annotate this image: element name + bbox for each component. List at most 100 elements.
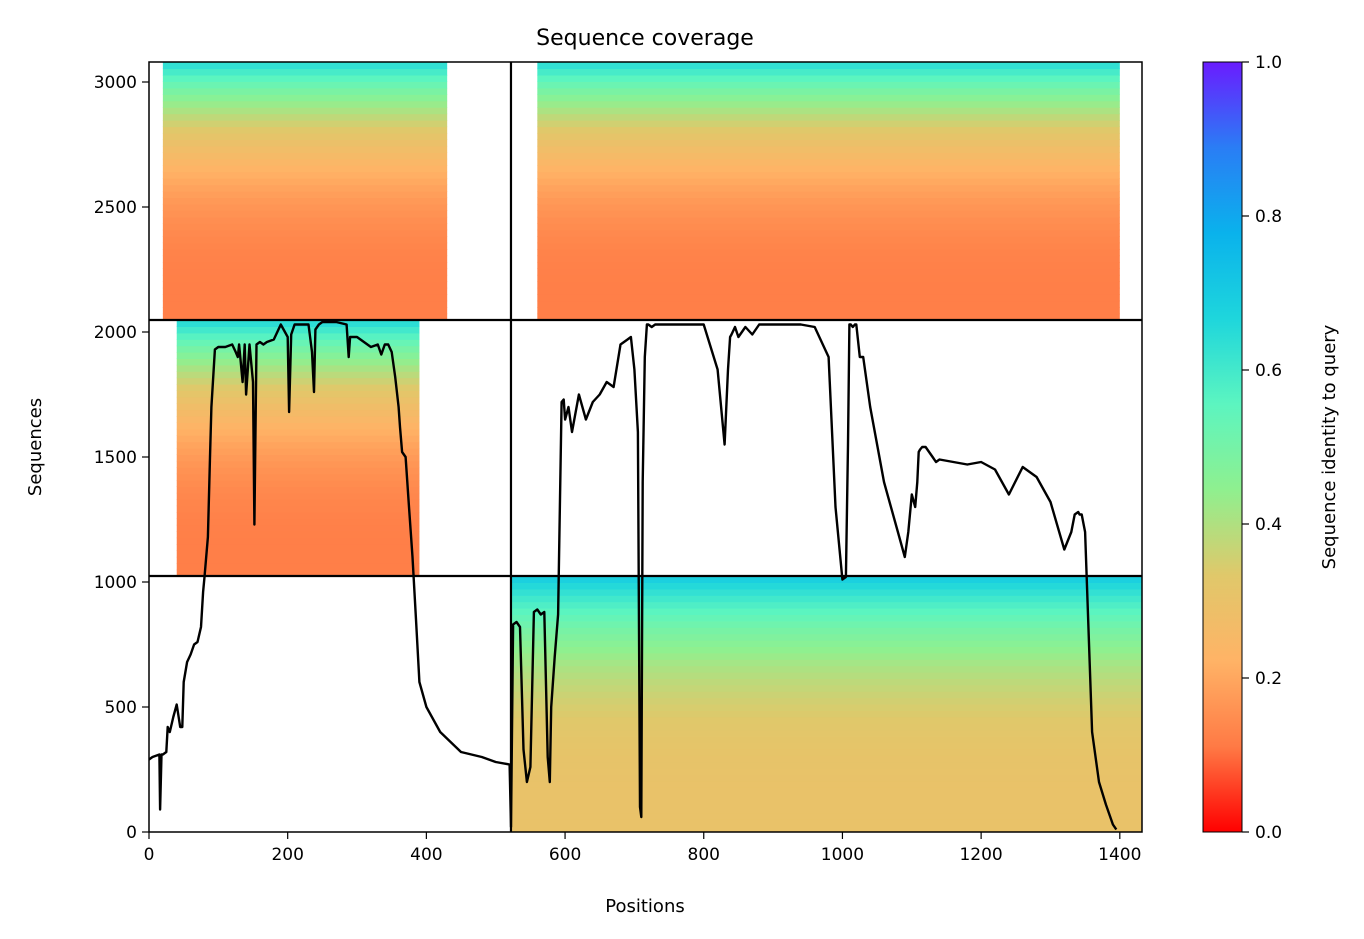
heatmap-band <box>510 704 1142 711</box>
heatmap-band <box>537 171 1120 179</box>
y-tick-label: 3000 <box>94 73 137 93</box>
heatmap-band <box>510 716 1142 724</box>
heatmap-band <box>537 107 1120 115</box>
y-tick-label: 500 <box>105 698 137 718</box>
heatmap-band <box>510 595 1142 603</box>
heatmap-band <box>537 300 1120 308</box>
heatmap-band <box>510 806 1142 814</box>
heatmap-band <box>162 100 448 108</box>
heatmap-band <box>162 94 448 102</box>
heatmap-band <box>537 74 1120 82</box>
colorbar-tick-label: 0.2 <box>1255 669 1282 689</box>
chart-title: Sequence coverage <box>536 26 754 51</box>
heatmap-band <box>176 409 420 417</box>
colorbar-tick-label: 0.6 <box>1255 361 1282 381</box>
heatmap-band <box>162 223 448 231</box>
heatmap-band <box>537 274 1120 282</box>
heatmap-band <box>537 178 1120 186</box>
heatmap-band <box>510 678 1142 686</box>
x-tick-label: 400 <box>410 845 442 865</box>
heatmap-band <box>176 454 420 462</box>
heatmap-band <box>162 178 448 186</box>
heatmap-band <box>162 87 448 95</box>
heatmap-band <box>510 608 1142 615</box>
heatmap-band <box>537 152 1120 160</box>
heatmap-band <box>162 203 448 211</box>
heatmap-band <box>537 120 1120 128</box>
heatmap-band <box>162 242 448 250</box>
heatmap-band <box>176 396 420 404</box>
heatmap-band <box>510 710 1142 718</box>
heatmap-band <box>537 307 1120 315</box>
heatmap-band <box>176 371 420 379</box>
heatmap-band <box>537 197 1120 205</box>
heatmap-band <box>510 672 1142 679</box>
heatmap-band <box>176 512 420 519</box>
heatmap-band <box>176 499 420 507</box>
heatmap-band <box>510 787 1142 795</box>
heatmap-band <box>176 326 420 334</box>
heatmap-layer <box>162 62 1142 832</box>
heatmap-band <box>537 139 1120 147</box>
heatmap-band <box>537 242 1120 250</box>
heatmap-band <box>537 81 1120 89</box>
x-tick-label: 800 <box>688 845 720 865</box>
y-tick-label: 2500 <box>94 198 137 218</box>
heatmap-band <box>176 518 420 526</box>
plot-frame <box>148 61 1143 833</box>
heatmap-band <box>510 684 1142 692</box>
heatmap-band <box>176 467 420 475</box>
heatmap-band <box>176 563 420 571</box>
heatmap-band <box>537 165 1120 173</box>
heatmap-band <box>510 614 1142 622</box>
heatmap-band <box>537 191 1120 199</box>
heatmap-band <box>162 313 448 321</box>
heatmap-band <box>537 229 1120 237</box>
heatmap-band <box>176 550 420 558</box>
heatmap-band <box>176 428 420 436</box>
heatmap-band <box>176 416 420 423</box>
heatmap-band <box>176 435 420 443</box>
colorbar <box>1202 61 1243 833</box>
heatmap-band <box>510 755 1142 763</box>
y-tick-label: 1000 <box>94 573 137 593</box>
colorbar-ticks: 0.0 0.2 0.4 0.6 0.8 1.0 <box>1242 53 1282 843</box>
y-axis-label: Sequences <box>25 398 46 496</box>
heatmap-band <box>162 68 448 76</box>
heatmap-band <box>510 582 1142 590</box>
y-tick-label: 1500 <box>94 448 137 468</box>
heatmap-band <box>162 158 448 166</box>
x-axis-ticks: 0 200 400 600 800 1000 1200 1400 <box>144 832 1141 865</box>
x-tick-label: 1000 <box>821 845 864 865</box>
heatmap-band <box>176 390 420 398</box>
heatmap-band <box>176 364 420 372</box>
heatmap-band <box>510 793 1142 801</box>
heatmap-band <box>162 261 448 269</box>
heatmap-band <box>510 576 1142 583</box>
heatmap-band <box>537 94 1120 102</box>
heatmap-band <box>176 358 420 366</box>
x-tick-label: 1400 <box>1098 845 1141 865</box>
heatmap-band <box>510 729 1142 737</box>
heatmap-band <box>176 339 420 347</box>
colorbar-label: Sequence identity to query <box>1319 324 1340 569</box>
heatmap-band <box>162 113 448 121</box>
heatmap-band <box>162 287 448 295</box>
heatmap-band <box>176 569 420 577</box>
heatmap-band <box>162 281 448 289</box>
colorbar-tick-label: 0.4 <box>1255 515 1282 535</box>
heatmap-band <box>510 768 1142 775</box>
heatmap-band <box>510 697 1142 705</box>
colorbar-tick-label: 0.0 <box>1255 823 1282 843</box>
heatmap-band <box>537 145 1120 153</box>
heatmap-band <box>510 659 1142 667</box>
heatmap-band <box>162 268 448 276</box>
heatmap-band <box>537 255 1120 263</box>
heatmap-band <box>510 601 1142 609</box>
heatmap-band <box>176 531 420 539</box>
heatmap-band <box>176 480 420 487</box>
y-tick-label: 2000 <box>94 323 137 343</box>
heatmap-band <box>510 620 1142 628</box>
heatmap-band <box>162 81 448 89</box>
